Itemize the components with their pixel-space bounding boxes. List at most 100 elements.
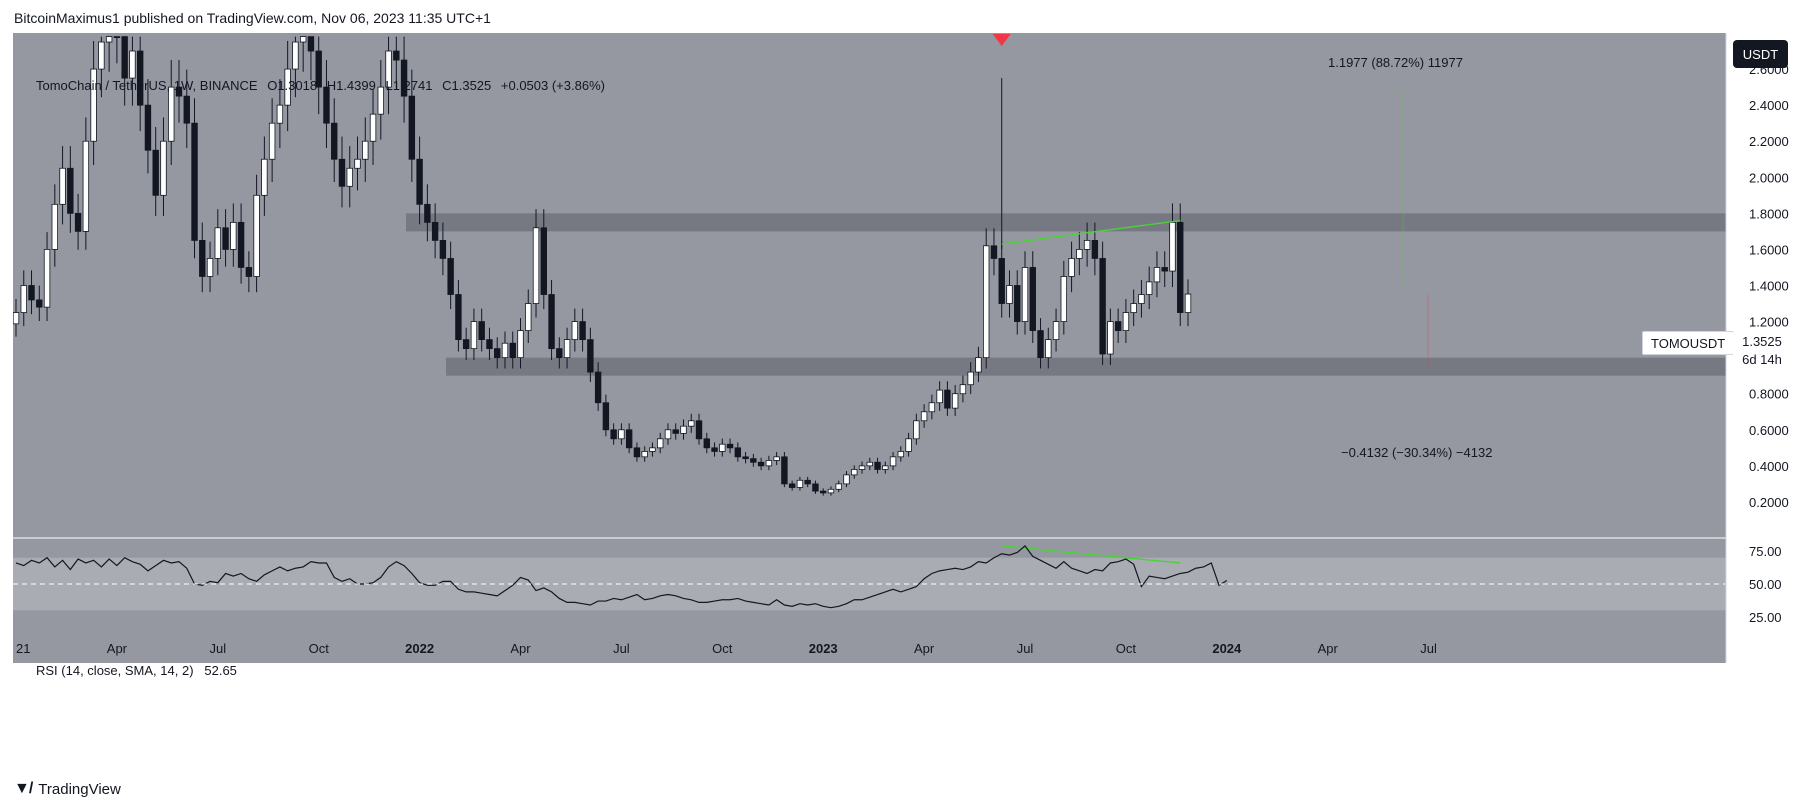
candle	[501, 342, 509, 359]
candle	[858, 465, 866, 470]
price-axis-tick: 0.2000	[1749, 495, 1789, 510]
candle	[307, 36, 315, 52]
candle	[20, 285, 27, 313]
candle	[509, 342, 516, 359]
candle	[1006, 285, 1013, 304]
candle	[688, 420, 695, 427]
time-axis-tick: Apr	[107, 641, 128, 656]
candle	[393, 50, 400, 61]
candle	[835, 483, 842, 490]
candle	[664, 429, 672, 440]
legend-low: L1.2741	[385, 78, 433, 93]
candle	[618, 429, 625, 440]
candle	[982, 245, 990, 359]
candle	[781, 456, 788, 485]
candle	[59, 167, 66, 205]
price-divergence-line	[1001, 219, 1181, 245]
footer-brand: TradingView	[38, 780, 121, 798]
candle	[1076, 249, 1083, 259]
price-axis-tick: 0.8000	[1749, 387, 1789, 402]
price-chart[interactable]: 2.60002.40002.20002.00001.80001.60001.40…	[13, 33, 1793, 766]
time-axis-tick: Jul	[613, 641, 630, 656]
candle	[874, 461, 881, 470]
time-axis-tick: Apr	[510, 641, 531, 656]
candle	[1014, 285, 1021, 322]
candle	[602, 402, 610, 431]
candle	[990, 245, 998, 259]
time-axis-tick: Oct	[309, 641, 330, 656]
candle	[183, 95, 190, 124]
rsi-axis-tick: 75.00	[1749, 544, 1782, 559]
candle	[1099, 258, 1106, 355]
price-axis-tick: 2.2000	[1749, 134, 1789, 149]
time-axis-bg	[13, 630, 1726, 663]
measure-up-label: 1.1977 (88.72%) 11977	[1328, 55, 1463, 70]
candle	[105, 36, 113, 43]
candle	[649, 447, 656, 452]
publisher-line: BitcoinMaximus1 published on TradingView…	[14, 10, 491, 26]
price-axis-tick: 1.8000	[1749, 206, 1789, 221]
candle	[719, 443, 726, 452]
rsi-label: RSI	[36, 663, 58, 678]
candle	[268, 122, 276, 160]
candle	[470, 321, 478, 350]
candle	[1145, 281, 1153, 295]
candle	[424, 203, 431, 223]
candle	[711, 447, 718, 452]
candle	[726, 443, 734, 449]
candle	[455, 294, 462, 341]
candle	[734, 447, 742, 458]
support-zone	[446, 357, 1726, 376]
top-marker-icon	[992, 34, 1011, 47]
candle	[369, 113, 377, 142]
candle	[532, 227, 540, 304]
price-axis-tick: 0.4000	[1749, 459, 1789, 474]
time-axis-tick: 2022	[405, 641, 434, 656]
candle	[936, 389, 943, 404]
price-axis-tick: 1.2000	[1749, 315, 1789, 330]
candle	[610, 429, 617, 440]
candle	[222, 227, 229, 250]
candle	[494, 348, 501, 359]
rsi-divergence-line	[1001, 545, 1181, 564]
legend-open: O1.3018	[267, 78, 318, 93]
candle	[261, 158, 268, 196]
legend-close: C1.3525	[442, 78, 492, 93]
candle	[773, 456, 780, 461]
candle	[695, 420, 703, 440]
price-axis-tick: 1.6000	[1749, 242, 1789, 257]
candle	[540, 227, 547, 295]
candle	[191, 122, 198, 241]
candle	[136, 50, 144, 106]
candle	[657, 438, 664, 449]
currency-button[interactable]: USDT	[1733, 40, 1788, 68]
candle	[362, 140, 369, 160]
candle	[571, 321, 579, 341]
candle	[199, 240, 206, 277]
candle	[416, 158, 423, 205]
candle	[338, 158, 346, 187]
last-price-tag: 1.3525 6d 14h	[1733, 331, 1791, 371]
candle	[315, 50, 322, 88]
candle	[967, 371, 974, 386]
candle	[750, 458, 757, 463]
candle	[1083, 240, 1091, 250]
candle	[1153, 267, 1161, 283]
chart-frame[interactable]: 2.6000 2.4000 2.2000 2.0000 1.8000 1.6000 1.40…	[13, 33, 1793, 766]
time-axis-tick: Apr	[1318, 641, 1339, 656]
candle	[1114, 321, 1122, 331]
tradingview-logo[interactable]: ▼/ TradingView	[14, 780, 121, 798]
candle	[408, 95, 416, 160]
candle	[237, 221, 245, 268]
candle	[889, 456, 897, 467]
candle	[1138, 294, 1145, 304]
candle	[431, 221, 439, 241]
candle	[152, 149, 159, 196]
candle	[951, 393, 959, 409]
candle	[121, 36, 128, 79]
candle	[851, 469, 858, 476]
candle	[882, 465, 889, 470]
candle	[1045, 339, 1052, 359]
candle	[812, 483, 819, 492]
candle	[230, 221, 237, 250]
